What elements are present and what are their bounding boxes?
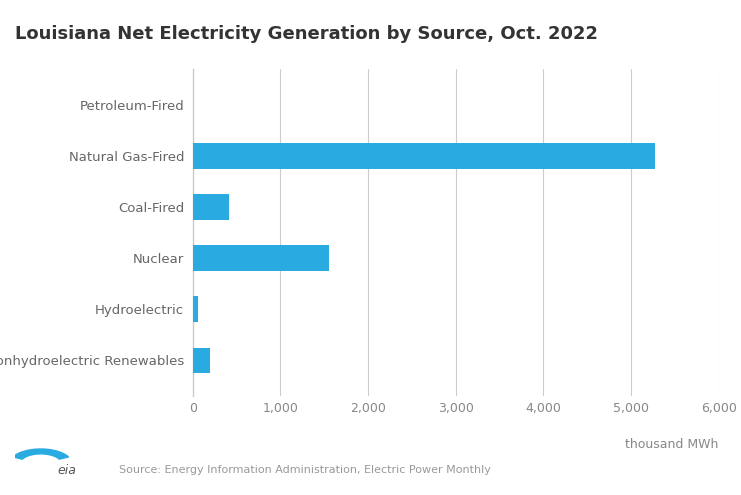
Text: thousand MWh: thousand MWh bbox=[625, 439, 719, 451]
Text: Louisiana Net Electricity Generation by Source, Oct. 2022: Louisiana Net Electricity Generation by … bbox=[15, 25, 598, 43]
Text: eia: eia bbox=[58, 464, 76, 477]
Bar bbox=[193, 246, 330, 271]
Text: Source: Energy Information Administration, Electric Power Monthly: Source: Energy Information Administratio… bbox=[119, 465, 491, 475]
Bar bbox=[193, 347, 210, 373]
Bar bbox=[193, 195, 229, 220]
Bar bbox=[193, 297, 198, 322]
Polygon shape bbox=[13, 449, 68, 459]
Bar bbox=[193, 144, 655, 169]
